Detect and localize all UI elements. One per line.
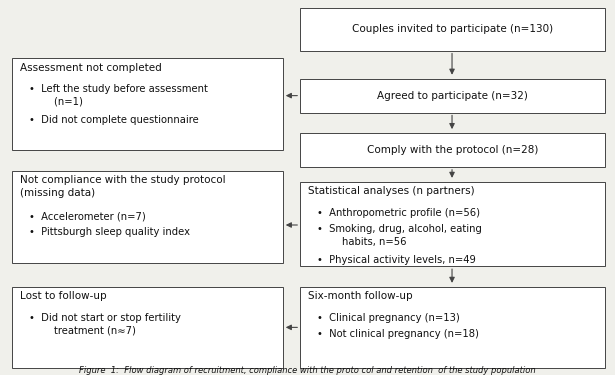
Text: Couples invited to participate (n=130): Couples invited to participate (n=130) <box>352 24 553 34</box>
Text: •  Did not complete questionnaire: • Did not complete questionnaire <box>29 115 199 125</box>
FancyBboxPatch shape <box>300 8 605 51</box>
Text: •  Physical activity levels, n=49: • Physical activity levels, n=49 <box>317 255 475 265</box>
Text: Six-month follow-up: Six-month follow-up <box>308 291 412 302</box>
Text: Agreed to participate (n=32): Agreed to participate (n=32) <box>377 91 528 101</box>
FancyBboxPatch shape <box>300 133 605 167</box>
Text: •  Pittsburgh sleep quality index: • Pittsburgh sleep quality index <box>29 227 190 237</box>
Text: Assessment not completed: Assessment not completed <box>20 63 161 73</box>
FancyBboxPatch shape <box>300 287 605 368</box>
FancyBboxPatch shape <box>300 182 605 266</box>
Text: Comply with the protocol (n=28): Comply with the protocol (n=28) <box>367 145 538 155</box>
Text: •  Anthropometric profile (n=56): • Anthropometric profile (n=56) <box>317 208 480 218</box>
Text: •  Clinical pregnancy (n=13): • Clinical pregnancy (n=13) <box>317 313 459 323</box>
FancyBboxPatch shape <box>12 171 283 262</box>
FancyBboxPatch shape <box>12 58 283 150</box>
Text: •  Not clinical pregnancy (n=18): • Not clinical pregnancy (n=18) <box>317 329 478 339</box>
FancyBboxPatch shape <box>12 287 283 368</box>
Text: •  Did not start or stop fertility
        treatment (n≈7): • Did not start or stop fertility treatm… <box>29 313 181 336</box>
Text: Figure  1:  Flow diagram of recruitment, compliance with the proto col and reten: Figure 1: Flow diagram of recruitment, c… <box>79 366 536 375</box>
Text: Lost to follow-up: Lost to follow-up <box>20 291 106 302</box>
Text: •  Smoking, drug, alcohol, eating
        habits, n=56: • Smoking, drug, alcohol, eating habits,… <box>317 224 482 247</box>
Text: Not compliance with the study protocol
(missing data): Not compliance with the study protocol (… <box>20 175 225 198</box>
FancyBboxPatch shape <box>300 79 605 112</box>
Text: Statistical analyses (n partners): Statistical analyses (n partners) <box>308 186 474 196</box>
Text: •  Left the study before assessment
        (n=1): • Left the study before assessment (n=1) <box>29 84 208 107</box>
Text: •  Accelerometer (n=7): • Accelerometer (n=7) <box>29 211 146 221</box>
